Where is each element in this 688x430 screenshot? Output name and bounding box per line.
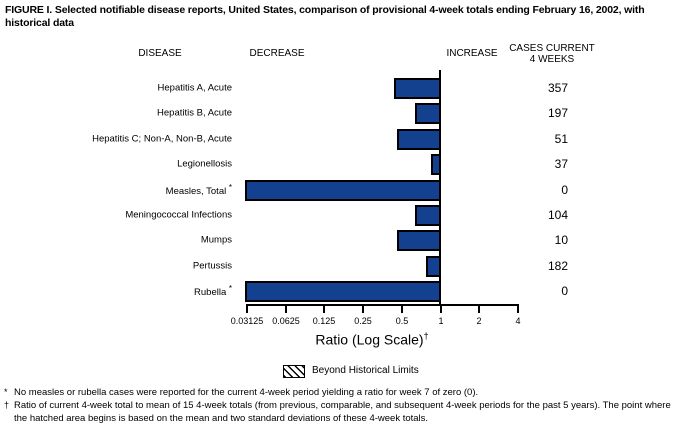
x-axis-tick-label: 1 [438, 316, 444, 326]
x-axis-tick-mark [401, 306, 403, 313]
x-axis-title: Ratio (Log Scale)† [315, 331, 428, 348]
ratio-bar [244, 281, 441, 302]
cases-value: 104 [547, 208, 568, 222]
ratio-bar [414, 103, 441, 124]
x-axis-tick-mark [285, 306, 287, 313]
x-axis-tick-mark [362, 306, 364, 313]
x-axis-tick-mark [517, 306, 519, 313]
column-header-disease: DISEASE [138, 48, 182, 59]
x-axis-tick-mark [478, 306, 480, 313]
ratio-bar [396, 129, 441, 150]
footnote-dagger: † Ratio of current 4-week total to mean … [4, 400, 682, 425]
hatched-swatch-icon [283, 365, 305, 378]
ratio-bar [393, 78, 441, 99]
disease-label: Mumps [200, 234, 232, 246]
footnote-asterisk: * No measles or rubella cases were repor… [4, 387, 682, 400]
x-axis-tick-mark [323, 306, 325, 313]
cases-value: 37 [554, 157, 568, 171]
footnote-dagger-text: Ratio of current 4-week total to mean of… [14, 400, 671, 424]
column-header-increase: INCREASE [446, 48, 498, 59]
x-axis-title-text: Ratio (Log Scale) [315, 331, 424, 348]
x-axis-line [246, 304, 519, 306]
x-axis-tick-label: 0.25 [354, 316, 372, 326]
x-axis-tick-label: 4 [515, 316, 521, 326]
disease-label: Pertussis [192, 260, 232, 272]
legend-label: Beyond Historical Limits [312, 365, 419, 376]
footnote-dagger-marker: † [4, 400, 10, 410]
disease-label: Hepatitis B, Acute [157, 107, 232, 119]
column-header-cases-line1: CASES CURRENT [509, 43, 595, 54]
x-axis-tick-label: 0.5 [395, 316, 409, 326]
cases-value: 357 [547, 81, 568, 95]
disease-footnote-marker: * [228, 182, 232, 192]
x-axis-tick-label: 0.03125 [230, 316, 264, 326]
x-axis-tick-mark [440, 306, 442, 313]
cases-value: 0 [561, 183, 568, 197]
footnote-asterisk-marker: * [4, 387, 8, 397]
column-header-cases: CASES CURRENT 4 WEEKS [509, 43, 595, 65]
ratio-bar [414, 205, 441, 226]
cases-value: 0 [561, 284, 568, 298]
cases-value: 197 [547, 106, 568, 120]
x-axis-tick-mark [246, 306, 248, 313]
x-axis-tick-label: 0.0625 [272, 316, 300, 326]
x-axis-tick-label: 0.125 [312, 316, 336, 326]
disease-label: Hepatitis C; Non-A, Non-B, Acute [92, 133, 232, 145]
x-axis-tick-label: 2 [476, 316, 482, 326]
disease-label: Legionellosis [177, 158, 232, 170]
cases-value: 51 [554, 132, 568, 146]
disease-label: Rubella * [194, 283, 232, 299]
disease-label: Measles, Total * [165, 182, 232, 198]
disease-footnote-marker: * [228, 283, 232, 293]
cases-value: 10 [554, 233, 568, 247]
column-header-decrease: DECREASE [249, 48, 305, 59]
disease-label: Hepatitis A, Acute [157, 82, 232, 94]
ratio-1-baseline [439, 70, 441, 306]
column-header-cases-line2: 4 WEEKS [529, 54, 575, 65]
ratio-bar [244, 180, 441, 201]
ratio-bar [396, 230, 441, 251]
x-axis-title-dagger: † [423, 331, 429, 341]
disease-label: Meningococcal Infections [125, 209, 232, 221]
footnote-asterisk-text: No measles or rubella cases were reporte… [14, 387, 479, 398]
cases-value: 182 [547, 259, 568, 273]
figure-title: FIGURE I. Selected notifiable disease re… [5, 4, 645, 29]
